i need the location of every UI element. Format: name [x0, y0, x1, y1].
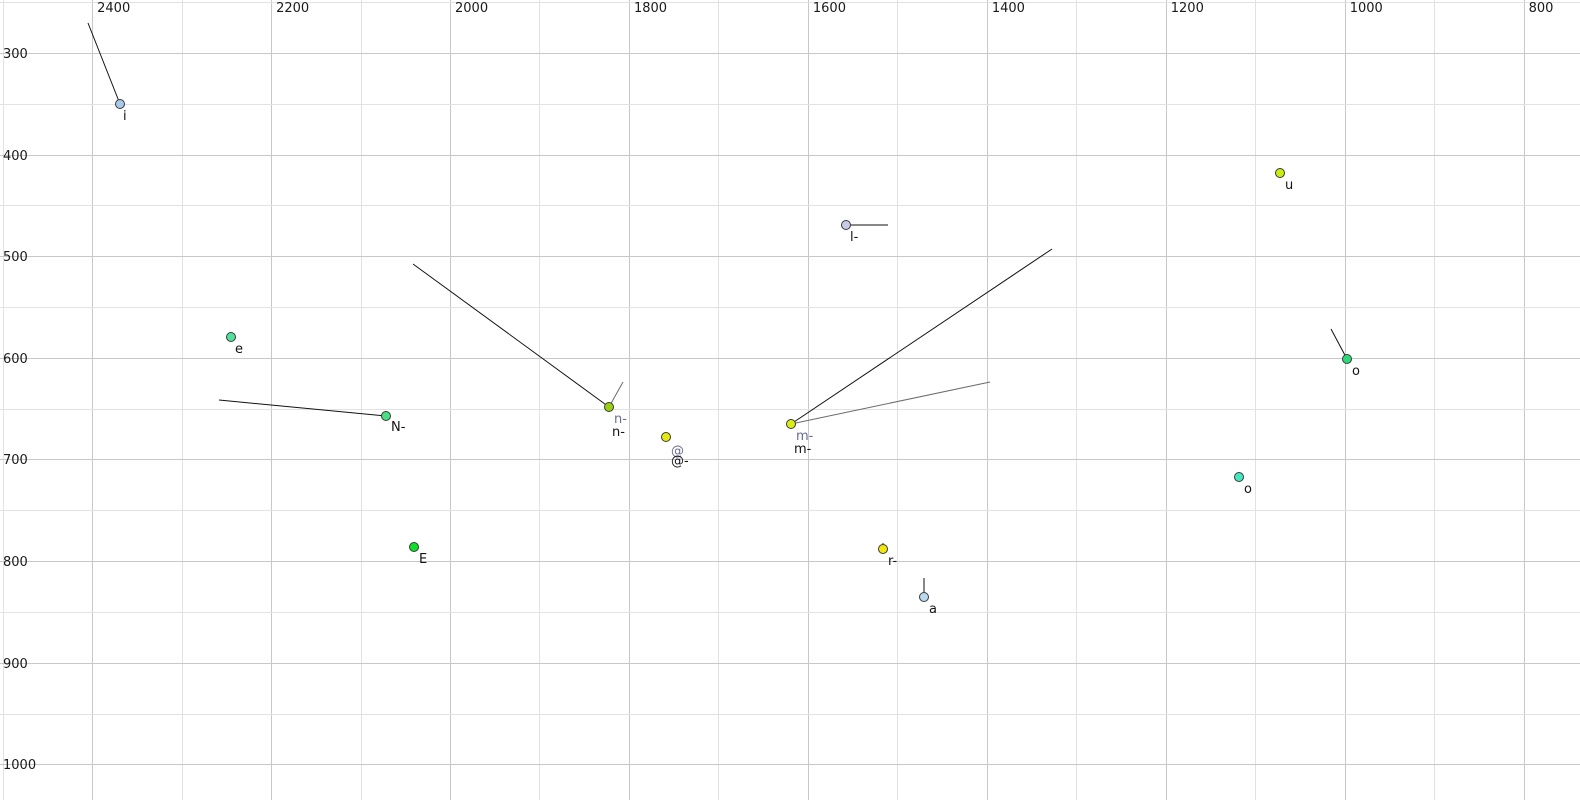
y-axis-tick-label: 700 [3, 453, 28, 469]
x-axis-tick-label: 800 [1528, 1, 1554, 16]
data-point-marker[interactable] [786, 419, 796, 429]
x-axis-tick-label: 1400 [991, 1, 1025, 16]
data-point-label: a [929, 602, 937, 617]
x-axis-tick-label: 2200 [276, 1, 310, 16]
data-point-label: N- [391, 420, 406, 435]
data-point-marker[interactable] [381, 411, 391, 421]
motion-vector-line [412, 263, 610, 408]
data-point-label: @ [671, 444, 684, 459]
y-axis-tick-label: 500 [3, 250, 28, 266]
data-point-marker[interactable] [226, 332, 236, 342]
data-point-marker[interactable] [115, 99, 125, 109]
data-point-marker[interactable] [1234, 472, 1244, 482]
y-axis-tick-label: 600 [3, 351, 28, 367]
data-point-label: o [1352, 364, 1360, 379]
data-point-marker[interactable] [841, 220, 851, 230]
x-axis-tick-label: 2000 [455, 1, 489, 16]
data-point-label: u [1285, 178, 1294, 193]
data-point-label: n- [614, 412, 627, 427]
data-point-marker[interactable] [409, 542, 419, 552]
motion-vector-line [218, 399, 387, 417]
data-point-marker[interactable] [878, 544, 888, 554]
data-point-marker[interactable] [661, 432, 671, 442]
data-point-label: o [1244, 482, 1252, 497]
data-point-marker[interactable] [919, 592, 929, 602]
motion-vector-line [790, 381, 991, 425]
motion-vector-line [87, 22, 121, 105]
data-point-label: n- [612, 425, 625, 440]
data-point-label: m- [796, 429, 814, 444]
y-axis-tick-label: 400 [3, 148, 28, 164]
y-axis-tick-label: 800 [3, 555, 28, 571]
x-axis-tick-label: 2400 [97, 1, 131, 16]
data-point-label: @- [671, 454, 689, 469]
data-point-label: i [123, 109, 127, 124]
data-point-label: l- [850, 230, 859, 245]
data-point-marker[interactable] [604, 402, 614, 412]
data-point-label: r- [888, 554, 898, 569]
data-point-label: e [235, 342, 243, 357]
data-point-label: m- [794, 442, 812, 457]
x-axis-tick-label: 1200 [1170, 1, 1204, 16]
data-point-marker[interactable] [1275, 168, 1285, 178]
y-axis-tick-label: 1000 [3, 758, 37, 774]
x-axis-tick-label: 1600 [812, 1, 846, 16]
y-axis-tick-label: 900 [3, 656, 28, 672]
y-axis-tick-label: 300 [3, 46, 28, 62]
data-point-marker[interactable] [1342, 354, 1352, 364]
data-point-label: E [419, 552, 428, 567]
x-axis-tick-label: 1800 [633, 1, 668, 16]
x-axis-tick-label: 1000 [1349, 1, 1383, 16]
motion-vector-line [790, 248, 1053, 425]
